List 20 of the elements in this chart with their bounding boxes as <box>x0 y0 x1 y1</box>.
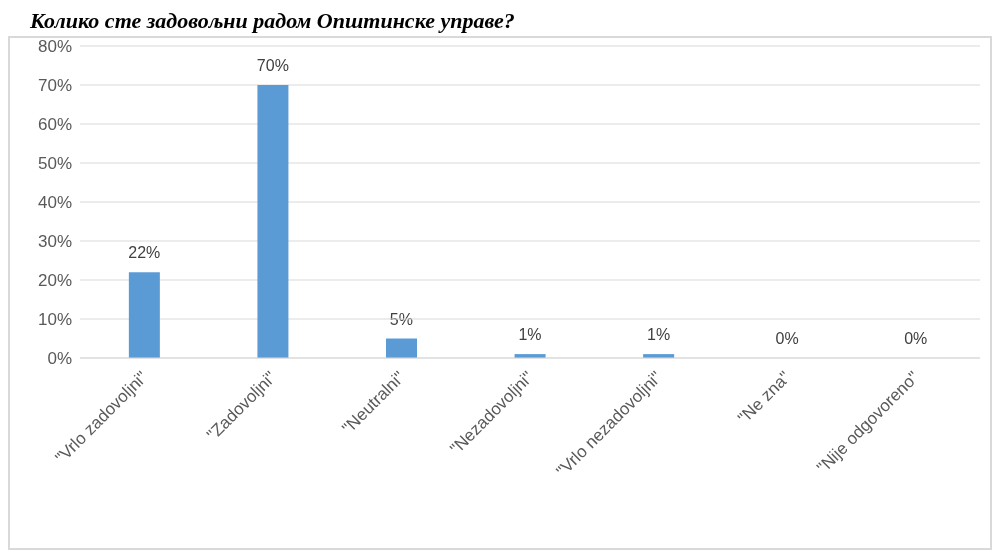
y-tick-label: 80% <box>37 37 72 57</box>
data-label: 22% <box>128 244 161 262</box>
y-tick-label: 30% <box>37 232 72 252</box>
data-label: 70% <box>256 57 289 74</box>
data-label: 1% <box>518 326 542 344</box>
data-label: 1% <box>647 326 671 344</box>
y-tick-label: 10% <box>37 310 72 330</box>
y-tick-label: 50% <box>37 154 72 174</box>
data-label: 0% <box>775 330 799 347</box>
bar <box>128 272 160 358</box>
y-tick-label: 0% <box>47 349 72 369</box>
y-tick-label: 40% <box>37 193 72 213</box>
data-label: 5% <box>389 310 413 328</box>
y-tick-label: 20% <box>37 271 72 291</box>
bar <box>386 338 417 358</box>
y-tick-label: 60% <box>37 115 72 135</box>
chart-title: Колико сте задовољни радом Општинске управе? <box>29 8 516 35</box>
bar <box>257 85 289 358</box>
data-label: 0% <box>904 330 928 347</box>
y-tick-label: 70% <box>37 76 72 96</box>
